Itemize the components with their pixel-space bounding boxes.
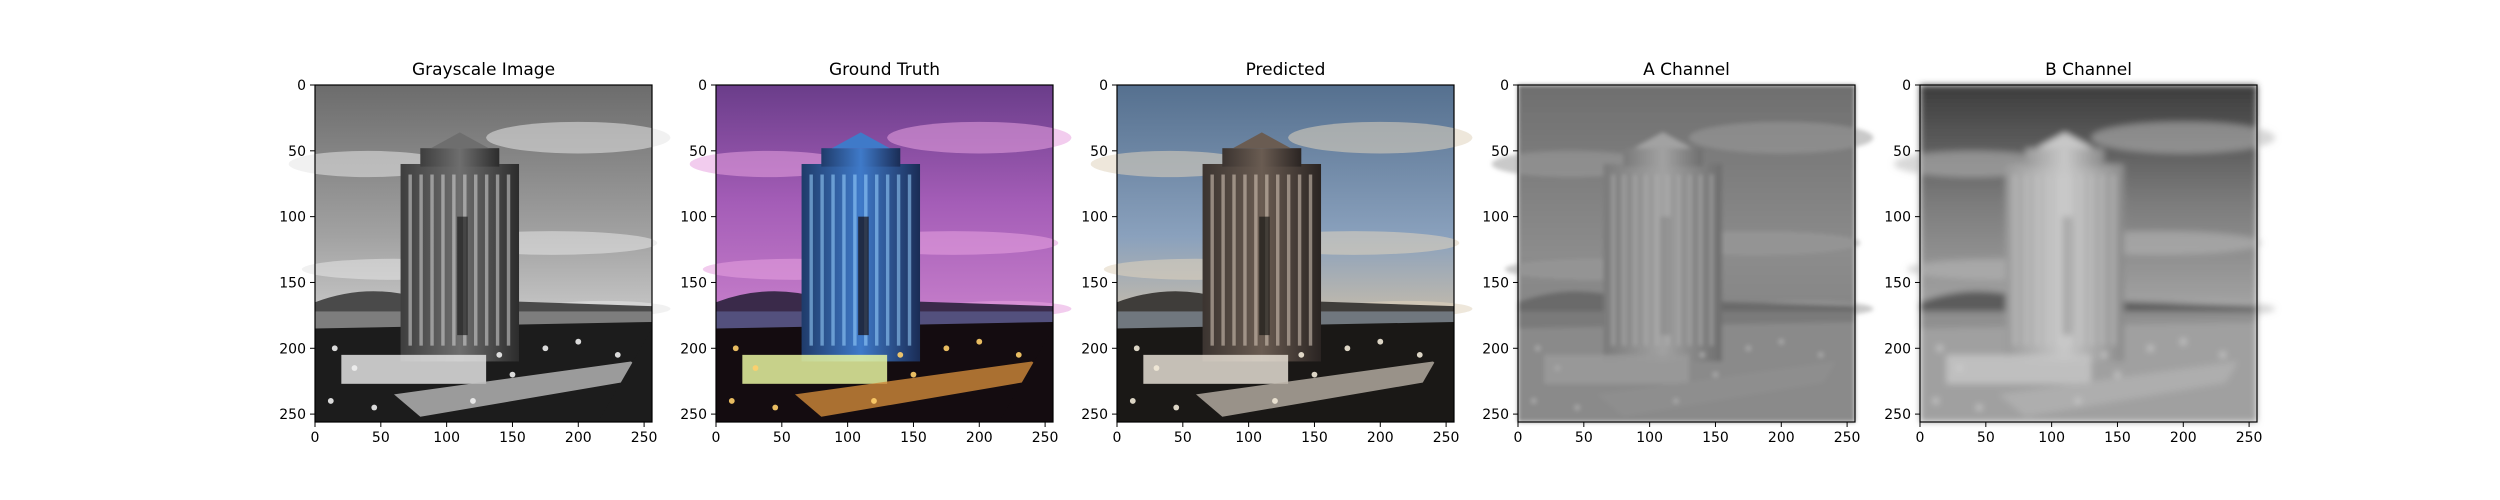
axes-frame xyxy=(715,84,1054,423)
y-tick-label: 100 xyxy=(279,210,306,226)
x-tick-label: 250 xyxy=(1433,430,1460,446)
x-tick-label: 50 xyxy=(1174,430,1192,446)
y-tick-label: 200 xyxy=(1081,341,1108,357)
panel-image: colorized prediction of the office tower… xyxy=(1090,85,1473,422)
panel-image: color photo of the office tower lit blue… xyxy=(689,85,1072,422)
y-tick-label: 200 xyxy=(680,341,707,357)
panel-title: Ground Truth xyxy=(829,60,940,80)
x-tick-label: 50 xyxy=(1977,430,1995,446)
x-tick-label: 150 xyxy=(900,430,927,446)
axes-frame xyxy=(1116,84,1455,423)
x-tick-label: 250 xyxy=(1032,430,1059,446)
x-tick-label: 0 xyxy=(1113,430,1122,446)
y-tick-label: 50 xyxy=(288,144,306,160)
y-tick-label: 100 xyxy=(1482,210,1509,226)
y-tick-label: 100 xyxy=(1081,210,1108,226)
y-tick-label: 100 xyxy=(1884,210,1911,226)
x-tick-label: 150 xyxy=(499,430,526,446)
y-tick-label: 150 xyxy=(1482,275,1509,291)
y-tick-label: 250 xyxy=(680,407,707,423)
y-tick-label: 250 xyxy=(1884,407,1911,423)
axes-frame xyxy=(1517,84,1856,423)
x-tick-label: 50 xyxy=(773,430,791,446)
y-tick-label: 0 xyxy=(1099,78,1108,94)
chart-panel-5: B Channel blurry grayscale B channel map … xyxy=(1884,60,2276,446)
panel-title: B Channel xyxy=(2045,60,2132,80)
x-tick-label: 200 xyxy=(2170,430,2197,446)
x-tick-label: 250 xyxy=(2236,430,2263,446)
chart-panel-3: Predicted colorized prediction of the off… xyxy=(1081,60,1473,446)
y-tick-label: 0 xyxy=(698,78,707,94)
x-tick-label: 50 xyxy=(1575,430,1593,446)
y-tick-label: 50 xyxy=(1090,144,1108,160)
x-tick-label: 100 xyxy=(834,430,861,446)
chart-panel-4: A Channel blurry grayscale A channel map … xyxy=(1482,60,1874,446)
x-tick-label: 100 xyxy=(1235,430,1262,446)
x-tick-label: 100 xyxy=(433,430,460,446)
panel-image: grayscale photo of a tall office tower w… xyxy=(288,85,671,422)
axes-frame xyxy=(1919,84,2258,423)
panel-title: A Channel xyxy=(1643,60,1730,80)
y-tick-label: 0 xyxy=(297,78,306,94)
x-tick-label: 150 xyxy=(1301,430,1328,446)
x-tick-label: 0 xyxy=(1514,430,1523,446)
y-tick-label: 150 xyxy=(1081,275,1108,291)
x-tick-label: 100 xyxy=(2038,430,2065,446)
panel-title: Predicted xyxy=(1246,60,1326,80)
panel-image: blurry grayscale B channel map of the to… xyxy=(1893,85,2276,422)
x-tick-label: 150 xyxy=(1702,430,1729,446)
y-tick-label: 150 xyxy=(1884,275,1911,291)
y-tick-label: 0 xyxy=(1902,78,1911,94)
x-tick-label: 100 xyxy=(1636,430,1663,446)
y-tick-label: 150 xyxy=(279,275,306,291)
panel-image: blurry grayscale A channel map of the to… xyxy=(1491,85,1874,422)
chart-panel-2: Ground Truth color photo of the office to… xyxy=(680,60,1072,446)
y-tick-label: 200 xyxy=(1482,341,1509,357)
y-tick-label: 250 xyxy=(1081,407,1108,423)
y-tick-label: 50 xyxy=(689,144,707,160)
y-tick-label: 200 xyxy=(1884,341,1911,357)
x-tick-label: 200 xyxy=(565,430,592,446)
axes-frame xyxy=(314,84,653,423)
y-tick-label: 0 xyxy=(1500,78,1509,94)
x-tick-label: 150 xyxy=(2104,430,2131,446)
y-tick-label: 150 xyxy=(680,275,707,291)
y-tick-label: 250 xyxy=(279,407,306,423)
y-tick-label: 50 xyxy=(1491,144,1509,160)
x-tick-label: 200 xyxy=(966,430,993,446)
x-tick-label: 250 xyxy=(1834,430,1861,446)
x-tick-label: 0 xyxy=(712,430,721,446)
x-tick-label: 50 xyxy=(372,430,390,446)
x-tick-label: 200 xyxy=(1768,430,1795,446)
x-tick-label: 250 xyxy=(631,430,658,446)
y-tick-label: 250 xyxy=(1482,407,1509,423)
panel-title: Grayscale Image xyxy=(412,60,555,80)
y-tick-label: 100 xyxy=(680,210,707,226)
x-tick-label: 0 xyxy=(311,430,320,446)
y-tick-label: 200 xyxy=(279,341,306,357)
x-tick-label: 0 xyxy=(1916,430,1925,446)
chart-panel-1: Grayscale Image grayscale photo of a tall… xyxy=(279,60,671,446)
x-tick-label: 200 xyxy=(1367,430,1394,446)
y-tick-label: 50 xyxy=(1893,144,1911,160)
